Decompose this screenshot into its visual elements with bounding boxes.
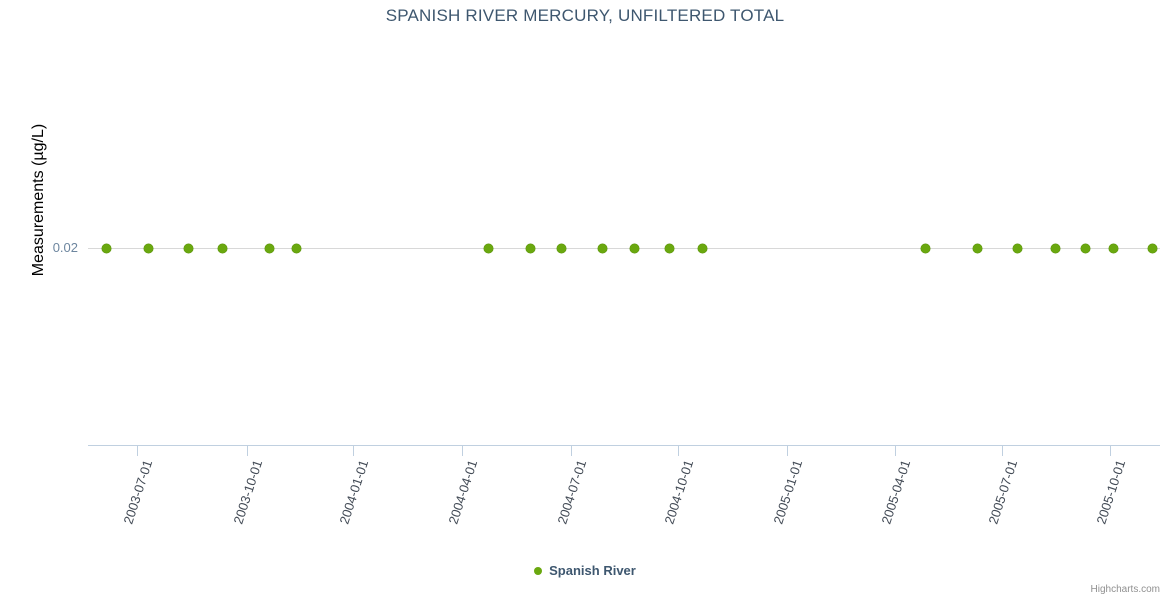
chart-title: SPANISH RIVER MERCURY, UNFILTERED TOTAL [385,6,785,25]
data-point[interactable] [183,243,193,253]
x-axis-tick [895,446,896,456]
x-axis-tick [137,446,138,456]
data-point[interactable] [1147,243,1157,253]
plot-area [88,40,1160,445]
credits-link[interactable]: Highcharts.com [1090,584,1160,595]
x-axis-tick [353,446,354,456]
x-axis-tick [1002,446,1003,456]
data-point[interactable] [525,243,535,253]
chart-legend: Spanish River [0,563,1170,578]
x-axis-tick [678,446,679,456]
x-axis-line [88,445,1160,446]
data-point[interactable] [597,243,607,253]
x-axis-tick [247,446,248,456]
data-point[interactable] [972,243,982,253]
gridline-0.02 [88,248,1160,249]
x-axis-tick [1110,446,1111,456]
data-point[interactable] [143,243,153,253]
x-axis-tick [462,446,463,456]
data-point[interactable] [1012,243,1022,253]
data-point[interactable] [556,243,566,253]
y-axis-tick-label-0: 0.02 [52,240,78,255]
y-axis-title-text: Measurements (µg/L) [30,123,47,277]
data-point[interactable] [1050,243,1060,253]
data-point[interactable] [697,243,707,253]
data-point[interactable] [264,243,274,253]
legend-item-spanish-river[interactable]: Spanish River [534,563,636,578]
legend-item-label: Spanish River [549,563,636,578]
data-point[interactable] [217,243,227,253]
y-axis-tick-0-wrap: 0.02 [0,240,78,256]
data-point[interactable] [1108,243,1118,253]
data-point[interactable] [101,243,111,253]
data-point[interactable] [920,243,930,253]
data-point[interactable] [629,243,639,253]
data-point[interactable] [483,243,493,253]
legend-marker-icon [534,566,543,575]
data-point[interactable] [1080,243,1090,253]
x-axis-tick [787,446,788,456]
data-point[interactable] [291,243,301,253]
y-axis-title: Measurements (µg/L) [26,40,52,360]
data-point[interactable] [664,243,674,253]
x-axis-tick [571,446,572,456]
